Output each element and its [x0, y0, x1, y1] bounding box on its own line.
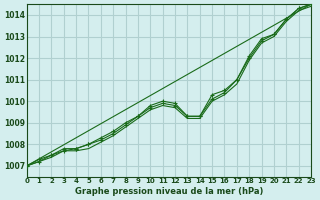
X-axis label: Graphe pression niveau de la mer (hPa): Graphe pression niveau de la mer (hPa) — [75, 187, 263, 196]
